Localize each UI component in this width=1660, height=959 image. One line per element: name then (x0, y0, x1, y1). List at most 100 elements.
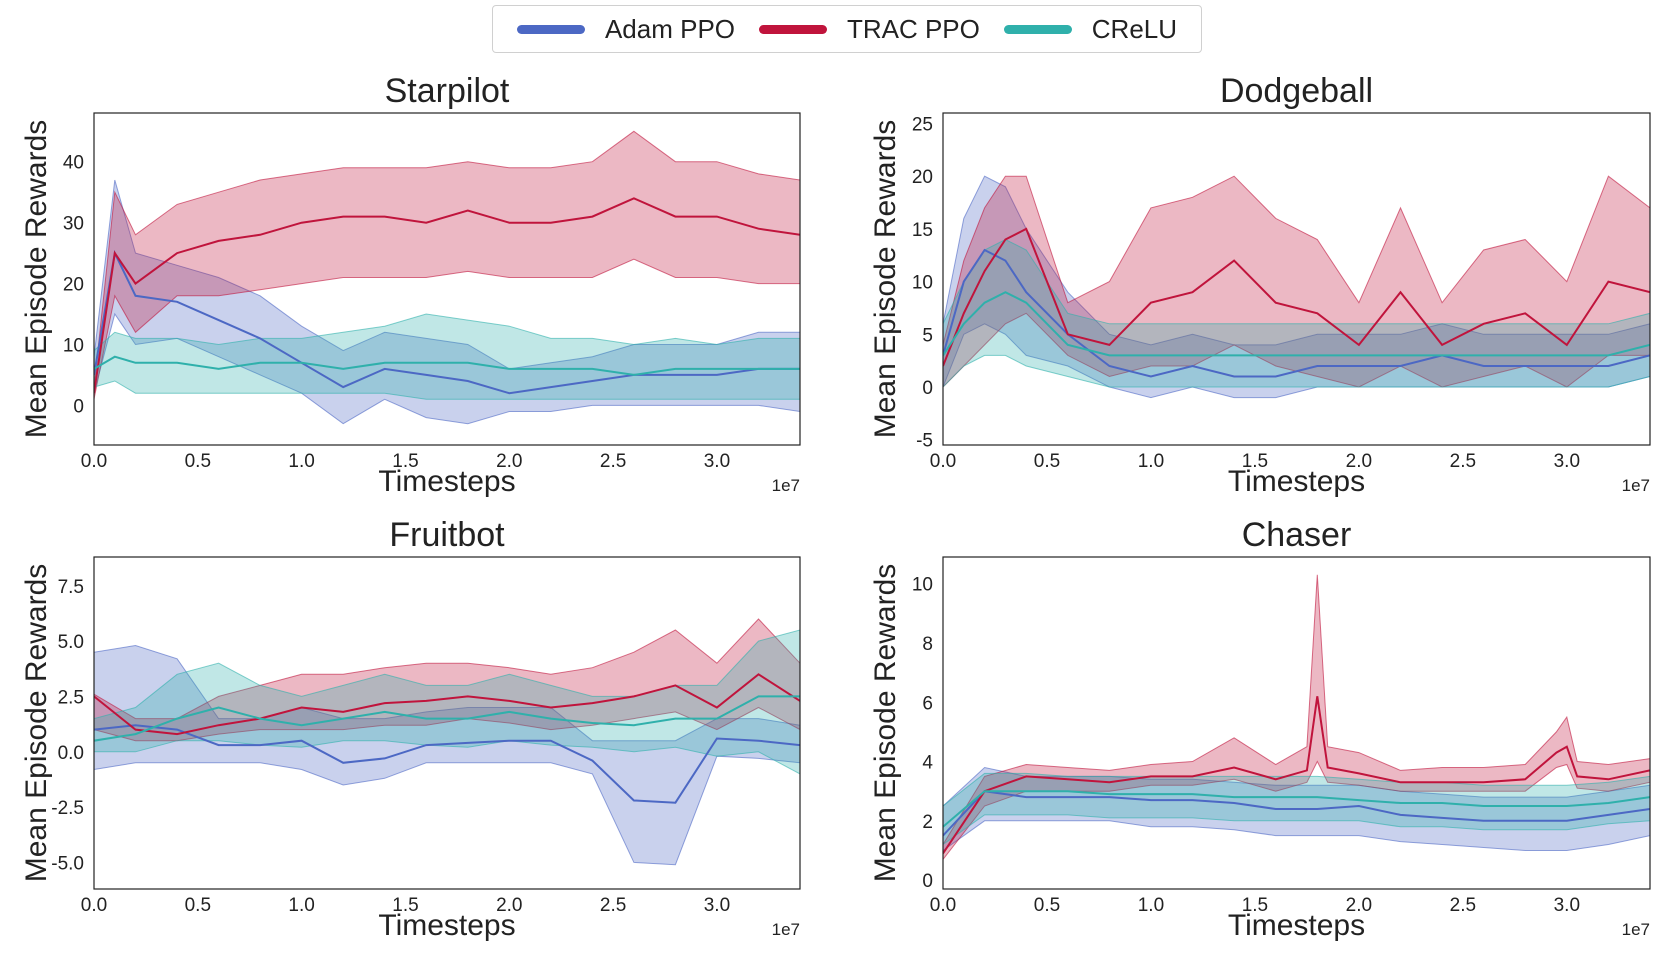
band-fruitbot-crelu (94, 629, 800, 775)
x-tick-fruitbot: 1.0 (288, 895, 314, 916)
y-tick-fruitbot: -2.5 (51, 798, 84, 819)
plot-area-fruitbot (94, 618, 800, 866)
x-tick-fruitbot: 1.5 (392, 895, 418, 916)
y-tick-dodgeball: 25 (912, 115, 933, 136)
x-tick-chaser: 1.5 (1242, 895, 1268, 916)
y-tick-chaser: 2 (922, 812, 933, 833)
y-tick-chaser: 8 (922, 634, 933, 655)
y-tick-dodgeball: -5 (916, 431, 933, 452)
x-tick-chaser: 0.0 (930, 895, 956, 916)
y-tick-fruitbot: 0.0 (58, 743, 84, 764)
x-tick-chaser: 2.5 (1450, 895, 1476, 916)
legend-label-adam-ppo: Adam PPO (604, 13, 736, 44)
x-tick-starpilot: 2.0 (496, 451, 522, 472)
x-offset-chaser: 1e7 (1622, 920, 1650, 939)
plot-area-chaser (943, 574, 1650, 861)
x-tick-starpilot: 3.0 (704, 451, 730, 472)
legend-swatch-trac-ppo (758, 24, 827, 34)
line-dodgeball-crelu (943, 291, 1650, 357)
x-offset-starpilot: 1e7 (772, 476, 800, 495)
x-label-starpilot: Timesteps (378, 465, 515, 498)
title-dodgeball: Dodgeball (1220, 72, 1373, 110)
band-fruitbot-trac-ppo (94, 618, 800, 742)
x-tick-dodgeball: 1.5 (1242, 451, 1268, 472)
x-tick-dodgeball: 3.0 (1554, 451, 1580, 472)
x-label-fruitbot: Timesteps (378, 909, 515, 942)
line-dodgeball-trac-ppo (943, 227, 1650, 367)
y-tick-dodgeball: 0 (922, 378, 933, 399)
y-label-dodgeball: Mean Episode Rewards (869, 120, 902, 439)
x-tick-dodgeball: 2.5 (1450, 451, 1476, 472)
legend-item-adam-ppo: Adam PPO (516, 13, 736, 45)
chart-dodgeball: 0.0 0.5 1.0 1.5 2.0 2.5 3.0 -5 0 5 10 15 20 25 1e7 Time… (869, 72, 1651, 498)
plot-area-dodgeball (943, 175, 1650, 399)
plot-area-starpilot (94, 130, 800, 425)
chart-chaser: 0.0 0.5 1.0 1.5 2.0 2.5 3.0 0 2 4 6 8 10 1e7 Timesteps… (869, 516, 1651, 942)
y-tick-fruitbot: 7.5 (58, 577, 84, 598)
x-tick-chaser: 2.0 (1346, 895, 1372, 916)
x-tick-chaser: 0.5 (1034, 895, 1060, 916)
y-tick-fruitbot: -5.0 (51, 853, 84, 874)
y-label-starpilot: Mean Episode Rewards (20, 120, 53, 439)
y-tick-chaser: 10 (912, 575, 933, 596)
line-chaser-trac-ppo (943, 696, 1650, 854)
legend-label-crelu: CReLU (1091, 13, 1178, 44)
chart-fruitbot: 0.0 0.5 1.0 1.5 2.0 2.5 3.0 -5.0 -2.5 0.0 2.5 5.0 7.… (20, 516, 801, 942)
x-offset-dodgeball: 1e7 (1622, 476, 1650, 495)
y-label-chaser: Mean Episode Rewards (869, 564, 902, 883)
x-tick-starpilot: 1.5 (392, 451, 418, 472)
y-tick-dodgeball: 10 (912, 273, 933, 294)
y-tick-fruitbot: 5.0 (58, 632, 84, 653)
y-tick-starpilot: 30 (63, 214, 84, 235)
plot-frame-dodgeball (942, 112, 1651, 446)
title-starpilot: Starpilot (385, 72, 510, 110)
x-tick-dodgeball: 1.0 (1138, 451, 1164, 472)
plot-frame-starpilot (93, 112, 801, 446)
x-tick-fruitbot: 3.0 (704, 895, 730, 916)
x-tick-dodgeball: 0.5 (1034, 451, 1060, 472)
band-chaser-trac-ppo (943, 574, 1650, 861)
y-tick-dodgeball: 5 (922, 325, 933, 346)
y-tick-starpilot: 20 (63, 275, 84, 296)
x-tick-fruitbot: 0.0 (81, 895, 107, 916)
x-tick-dodgeball: 2.0 (1346, 451, 1372, 472)
x-tick-starpilot: 2.5 (600, 451, 626, 472)
y-tick-chaser: 4 (922, 753, 933, 774)
y-tick-chaser: 0 (922, 871, 933, 892)
x-tick-fruitbot: 0.5 (185, 895, 211, 916)
title-chaser: Chaser (1242, 516, 1352, 554)
y-label-fruitbot: Mean Episode Rewards (20, 564, 53, 883)
line-fruitbot-trac-ppo (94, 673, 800, 736)
line-fruitbot-adam-ppo (94, 724, 800, 804)
band-dodgeball-adam-ppo (943, 175, 1650, 399)
y-tick-fruitbot: 2.5 (58, 687, 84, 708)
line-starpilot-crelu (94, 355, 800, 376)
y-tick-starpilot: 40 (63, 153, 84, 174)
line-starpilot-adam-ppo (94, 249, 800, 395)
legend-item-crelu: CReLU (1003, 13, 1178, 45)
plot-frame-chaser (942, 556, 1651, 890)
band-dodgeball-crelu (943, 238, 1650, 388)
y-tick-dodgeball: 20 (912, 167, 933, 188)
legend: Adam PPO TRAC PPO CReLU (492, 5, 1202, 53)
legend-label-trac-ppo: TRAC PPO (846, 13, 980, 44)
y-tick-chaser: 6 (922, 693, 933, 714)
x-tick-fruitbot: 2.0 (496, 895, 522, 916)
y-tick-starpilot: 0 (73, 396, 84, 417)
y-tick-starpilot: 10 (63, 335, 84, 356)
line-chaser-adam-ppo (943, 790, 1650, 837)
x-tick-chaser: 3.0 (1554, 895, 1580, 916)
x-tick-dodgeball: 0.0 (930, 451, 956, 472)
x-tick-fruitbot: 2.5 (600, 895, 626, 916)
x-tick-chaser: 1.0 (1138, 895, 1164, 916)
band-starpilot-crelu (94, 313, 800, 400)
x-tick-starpilot: 0.5 (185, 451, 211, 472)
band-starpilot-trac-ppo (94, 130, 800, 400)
line-chaser-crelu (943, 790, 1650, 828)
chart-starpilot: 0.0 0.5 1.0 1.5 2.0 2.5 3.0 0 10 20 30 40 1e7 Timeste… (20, 72, 801, 498)
legend-item-trac-ppo: TRAC PPO (758, 13, 980, 45)
legend-swatch-crelu (1003, 24, 1072, 34)
title-fruitbot: Fruitbot (389, 516, 505, 554)
x-label-chaser: Timesteps (1228, 909, 1365, 942)
